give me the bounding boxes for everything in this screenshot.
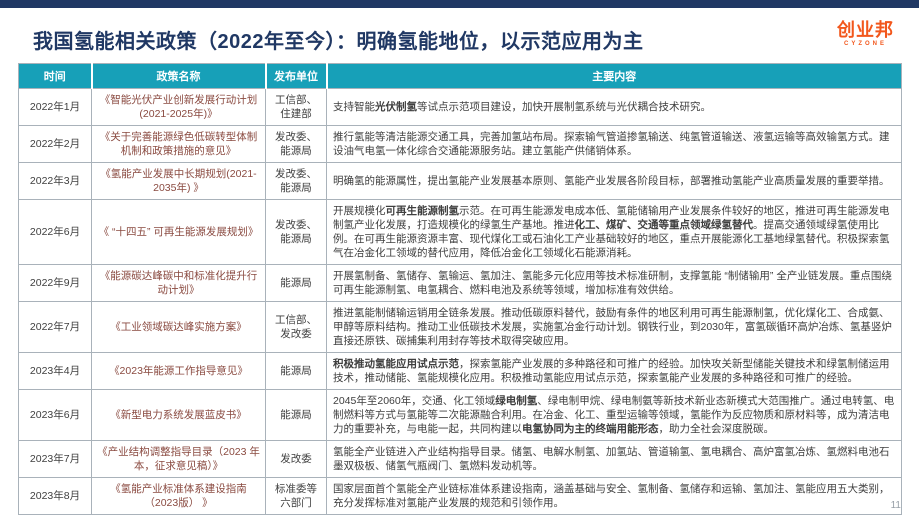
policy-name-cell: 《2023年能源工作指导意见》 xyxy=(91,352,266,390)
policy-name-cell: 《新型电力系统发展蓝皮书》 xyxy=(91,389,266,441)
main-content-cell: 推行氢能等清洁能源交通工具，完善加氢站布局。探索输气管道掺氢输送、纯氢管道输送、… xyxy=(326,125,902,163)
table-row: 2023年6月 《新型电力系统发展蓝皮书》 能源局 2045年至2060年，交通、化工… xyxy=(18,389,902,441)
policy-date-cell: 2023年4月 xyxy=(18,352,92,390)
top-accent-bar xyxy=(0,0,919,8)
main-content-cell: 积极推动氢能应用试点示范，探索氢能产业发展的多种路径和可推广的经验。加快攻关新型… xyxy=(326,352,902,390)
column-header-issuer: 发布单位 xyxy=(264,63,327,89)
main-content-cell: 明确氢的能源属性，提出氢能产业发展基本原则、氢能产业发展各阶段目标，部署推动氢能… xyxy=(326,162,902,200)
policy-table-body: 2022年1月 《智能光伏产业创新发展行动计划(2021-2025年)》 工信部、住… xyxy=(18,88,902,515)
issuing-unit-cell: 能源局 xyxy=(265,389,327,441)
column-header-main-content: 主要内容 xyxy=(325,63,902,89)
policy-name-cell: 《氢能产业发展中长期规划(2021-2035年) 》 xyxy=(91,162,266,200)
table-row: 2023年4月 《2023年能源工作指导意见》 能源局 积极推动氢能应用试点示范，探索… xyxy=(18,352,902,390)
table-row: 2022年6月《 “十四五” 可再生能源发展规划》 发改委、能源局 开展规模化可再生… xyxy=(18,199,902,265)
policy-name-cell: 《关于完善能源绿色低碳转型体制机制和政策措施的意见》 xyxy=(91,125,266,163)
policy-date-cell: 2022年9月 xyxy=(18,264,92,302)
column-header-time: 时间 xyxy=(18,63,92,89)
policy-date-cell: 2022年6月 xyxy=(18,199,92,265)
issuing-unit-cell: 发改委 xyxy=(265,440,327,478)
main-content-cell: 开展氢制备、氢储存、氢输运、氢加注、氢能多元化应用等技术标准研制，支撑氢能 “制… xyxy=(326,264,902,302)
issuing-unit-cell: 工信部、住建部 xyxy=(265,88,327,126)
logo-subtext: CYZONE xyxy=(843,41,887,47)
main-content-cell: 国家层面首个氢能全产业链标准体系建设指南，涵盖基础与安全、氢制备、氢储存和运输、… xyxy=(326,477,902,515)
policy-date-cell: 2022年2月 xyxy=(18,125,92,163)
page-number: 11 xyxy=(890,500,901,511)
column-header-policy-name: 政策名称 xyxy=(90,63,266,89)
policy-name-cell: 《产业结构调整指导目录（2023 年本，征求意见稿）》 xyxy=(91,440,266,478)
policy-name-cell: 《工业领域碳达峰实施方案》 xyxy=(91,301,266,353)
policy-name-cell: 《智能光伏产业创新发展行动计划(2021-2025年)》 xyxy=(91,88,266,126)
page-title: 我国氢能相关政策（2022年至今）：明确氢能地位，以示范应用为主 xyxy=(33,31,644,53)
table-row: 2023年7月 《产业结构调整指导目录（2023 年本，征求意见稿）》 发改委 氢能全… xyxy=(18,440,902,478)
issuing-unit-cell: 标准委等六部门 xyxy=(265,477,327,515)
policy-table-header: 时间 政策名称 发布单位 主要内容 xyxy=(18,63,902,89)
policy-date-cell: 2022年3月 xyxy=(18,162,92,200)
table-row: 2022年7月 《工业领域碳达峰实施方案》 工信部、发改委 推进氢能制储输运销用全链条… xyxy=(18,301,902,353)
issuing-unit-cell: 发改委、能源局 xyxy=(265,199,327,265)
policy-name-cell: 《氢能产业标准体系建设指南（2023版） 》 xyxy=(91,477,266,515)
issuing-unit-cell: 发改委、能源局 xyxy=(265,162,327,200)
main-content-cell: 支持智能光伏制氢等试点示范项目建设，加快开展制氢系统与光伏耦合技术研究。 xyxy=(326,88,902,126)
policy-date-cell: 2023年8月 xyxy=(18,477,92,515)
policy-name-cell: 《 “十四五” 可再生能源发展规划》 xyxy=(91,199,266,265)
main-content-cell: 推进氢能制储输运销用全链条发展。推动低碳原料替代，鼓励有条件的地区利用可再生能源… xyxy=(326,301,902,353)
table-row: 2022年3月 《氢能产业发展中长期规划(2021-2035年) 》发改委、能源局… xyxy=(18,162,902,200)
table-row: 2022年9月 《能源碳达峰碳中和标准化提升行动计划》 能源局 开展氢制备、氢储存、氢… xyxy=(18,264,902,302)
issuing-unit-cell: 工信部、发改委 xyxy=(265,301,327,353)
main-content-cell: 2045年至2060年，交通、化工领域绿电制氢、绿电制甲烷、绿电制氨等新技术新业… xyxy=(326,389,902,441)
policy-date-cell: 2022年7月 xyxy=(18,301,92,353)
cyzone-logo: 创业邦 CYZONE xyxy=(837,21,894,47)
policy-table: 时间 政策名称 发布单位 主要内容 2022年1月 《智能光伏产业创新发展行动计划… xyxy=(18,63,902,515)
slide-header: 我国氢能相关政策（2022年至今）：明确氢能地位，以示范应用为主 创业邦 CYZ… xyxy=(0,8,919,63)
policy-date-cell: 2023年7月 xyxy=(18,440,92,478)
main-content-cell: 氢能全产业链进入产业结构指导目录。储氢、电解水制氢、加氢站、管道输氢、氢电耦合、… xyxy=(326,440,902,478)
issuing-unit-cell: 发改委、能源局 xyxy=(265,125,327,163)
policy-date-cell: 2022年1月 xyxy=(18,88,92,126)
table-row: 2022年1月 《智能光伏产业创新发展行动计划(2021-2025年)》 工信部、住… xyxy=(18,88,902,126)
policy-date-cell: 2023年6月 xyxy=(18,389,92,441)
table-row: 2022年2月 《关于完善能源绿色低碳转型体制机制和政策措施的意见》 发改委、能源局… xyxy=(18,125,902,163)
issuing-unit-cell: 能源局 xyxy=(265,352,327,390)
logo-text: 创业邦 xyxy=(837,20,894,40)
table-row: 2023年8月 《氢能产业标准体系建设指南（2023版） 》标准委等六部门 国家层面… xyxy=(18,477,902,515)
issuing-unit-cell: 能源局 xyxy=(265,264,327,302)
main-content-cell: 开展规模化可再生能源制氢示范。在可再生能源发电成本低、氢能储输用产业发展条件较好… xyxy=(326,199,902,265)
policy-name-cell: 《能源碳达峰碳中和标准化提升行动计划》 xyxy=(91,264,266,302)
